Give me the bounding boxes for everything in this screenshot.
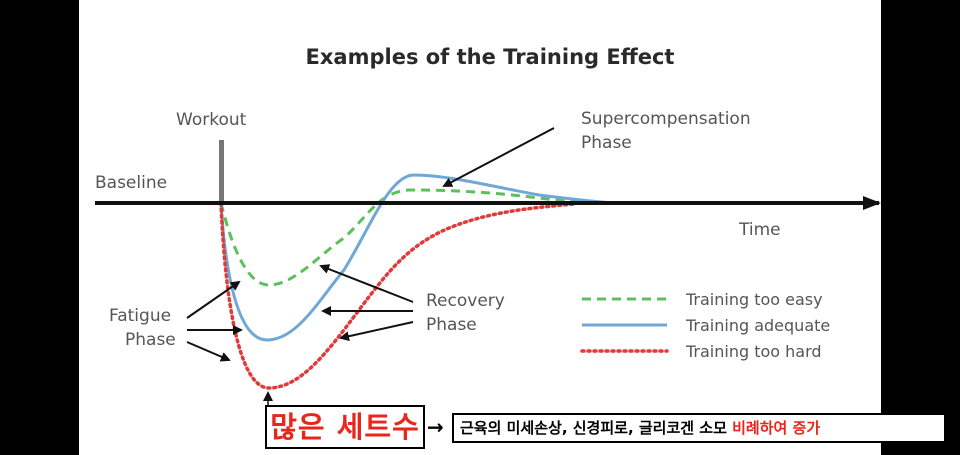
training-effect-diagram: Examples of the Training Effect Workout …: [95, 45, 881, 407]
legend-label-too-hard: Training too hard: [685, 342, 822, 361]
recovery-arrow-3: [339, 321, 414, 342]
workout-label: Workout: [176, 110, 247, 130]
supercompensation-label-line2: Phase: [581, 133, 632, 153]
legend-label-adequate: Training adequate: [685, 316, 830, 335]
fatigue-arrow-1: [186, 280, 241, 319]
legend: Training too easy Training adequate Trai…: [580, 290, 830, 361]
many-sets-label: 많은 세트수: [265, 405, 425, 449]
legend-label-too-easy: Training too easy: [685, 290, 823, 309]
recovery-label-line1: Recovery: [426, 291, 505, 311]
baseline-label: Baseline: [95, 173, 167, 193]
fatigue-label-line1: Fatigue: [109, 306, 171, 326]
slide-canvas: Examples of the Training Effect Workout …: [79, 0, 946, 455]
diagram-title: Examples of the Training Effect: [306, 45, 675, 69]
effect-description-text: 근육의 미세손상, 신경피로, 글리코겐 소모: [460, 419, 733, 437]
fatigue-arrow-3: [186, 341, 231, 362]
curve-training-adequate: [219, 173, 620, 342]
curve-training-too-hard: [219, 201, 576, 390]
workout-bar: [219, 140, 224, 204]
fatigue-label-line2: Phase: [125, 330, 176, 350]
supercompensation-arrow: [442, 127, 555, 187]
effect-description-highlight: 비례하여 증가: [732, 419, 821, 437]
supercompensation-label-line1: Supercompensation: [581, 109, 751, 129]
right-arrow-icon: →: [427, 415, 444, 439]
recovery-arrow-1: [319, 264, 414, 303]
effect-description-box: 근육의 미세손상, 신경피로, 글리코겐 소모 비례하여 증가: [452, 413, 946, 443]
recovery-label-line2: Phase: [426, 315, 477, 335]
time-label: Time: [738, 220, 781, 240]
